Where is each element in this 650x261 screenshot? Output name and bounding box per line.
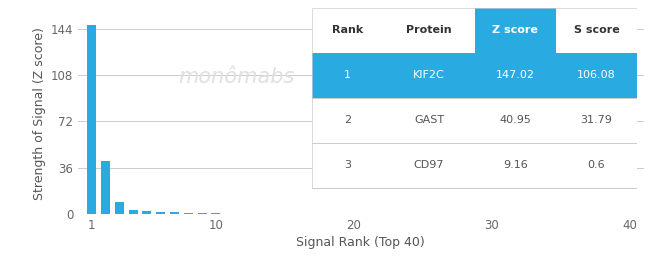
Bar <box>556 8 637 53</box>
Bar <box>556 143 637 188</box>
Text: 106.08: 106.08 <box>577 70 616 80</box>
Bar <box>239 213 248 214</box>
Text: Z score: Z score <box>492 25 538 35</box>
Bar <box>184 213 193 214</box>
Text: Rank: Rank <box>332 25 363 35</box>
Bar <box>474 8 556 53</box>
Bar <box>312 53 384 98</box>
Bar <box>129 210 138 214</box>
Y-axis label: Strength of Signal (Z score): Strength of Signal (Z score) <box>33 27 46 200</box>
Bar <box>556 98 637 143</box>
Bar <box>474 143 556 188</box>
Bar <box>312 8 637 188</box>
Bar <box>384 143 474 188</box>
Bar <box>226 213 234 214</box>
X-axis label: Signal Rank (Top 40): Signal Rank (Top 40) <box>296 236 425 249</box>
Text: 2: 2 <box>344 115 351 125</box>
Text: CD97: CD97 <box>414 160 444 170</box>
Bar <box>312 8 384 53</box>
Text: 31.79: 31.79 <box>580 115 612 125</box>
Text: Protein: Protein <box>406 25 452 35</box>
Text: GAST: GAST <box>414 115 444 125</box>
Bar <box>474 53 556 98</box>
Text: monômabs: monômabs <box>178 67 294 87</box>
Text: S score: S score <box>573 25 619 35</box>
Text: 3: 3 <box>344 160 351 170</box>
Bar <box>384 98 474 143</box>
Bar <box>384 53 474 98</box>
Bar <box>87 25 96 214</box>
Text: 9.16: 9.16 <box>502 160 528 170</box>
Bar <box>474 98 556 143</box>
Bar <box>312 98 384 143</box>
Bar <box>556 53 637 98</box>
Bar <box>101 161 110 214</box>
Text: 1: 1 <box>344 70 351 80</box>
Text: KIF2C: KIF2C <box>413 70 445 80</box>
Bar <box>312 143 384 188</box>
Bar <box>384 8 474 53</box>
Text: 40.95: 40.95 <box>499 115 531 125</box>
Bar <box>156 212 165 214</box>
Text: 0.6: 0.6 <box>588 160 605 170</box>
Bar <box>198 213 207 214</box>
Bar <box>115 202 124 214</box>
Text: 147.02: 147.02 <box>495 70 534 80</box>
Bar <box>170 212 179 214</box>
Bar <box>211 213 220 214</box>
Bar <box>142 211 151 214</box>
